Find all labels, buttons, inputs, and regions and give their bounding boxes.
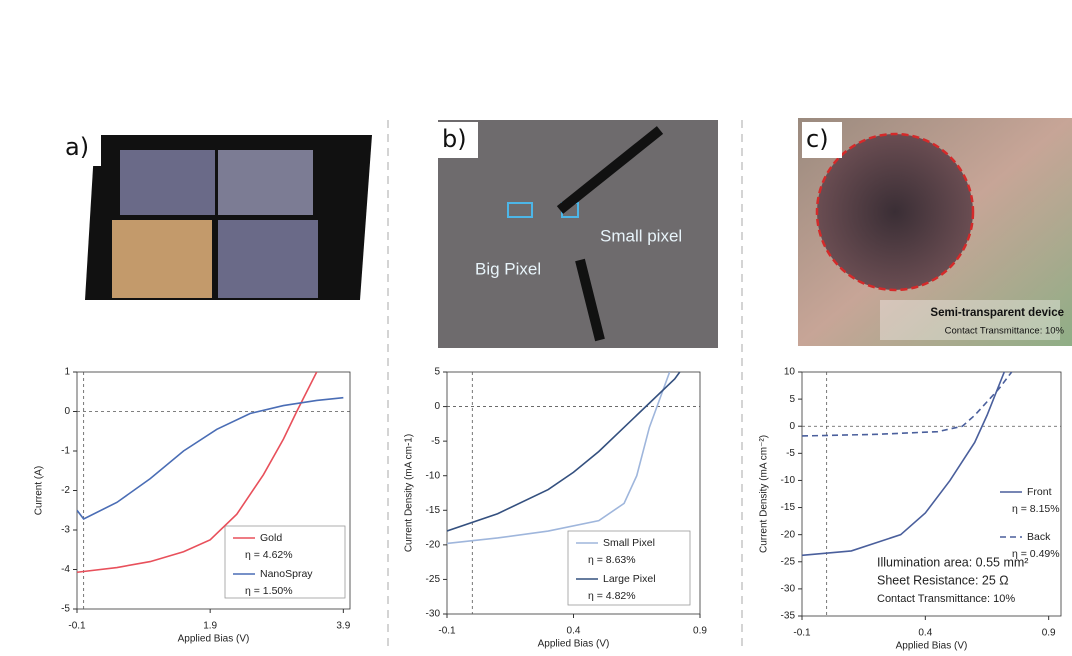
- x-tick-label: 0.4: [918, 628, 932, 639]
- panel-label: b): [442, 125, 467, 153]
- y-tick-label: -5: [61, 604, 70, 615]
- y-tick-label: -25: [781, 556, 796, 567]
- y-tick-label: 1: [64, 367, 70, 378]
- y-axis-label: Current (A): [34, 466, 45, 515]
- y-axis-label: Current Density (mA cm-1): [404, 434, 415, 552]
- y-tick-label: -3: [61, 525, 70, 536]
- y-tick-label: -5: [431, 436, 440, 447]
- legend-label: Small Pixel: [603, 537, 655, 549]
- panel-label: a): [65, 133, 89, 161]
- y-tick-label: -4: [61, 564, 70, 575]
- x-axis-label: Applied Bias (V): [896, 641, 968, 652]
- y-tick-label: 5: [434, 367, 440, 378]
- y-tick-label: -30: [781, 584, 796, 595]
- x-tick-label: -0.1: [68, 621, 86, 632]
- annotation: Contact Transmittance: 10%: [877, 593, 1015, 605]
- photo-a: [85, 135, 372, 300]
- chart: 1 0 -1 -2 -3 -4 -5 -0.1 1.9 3.9 Applied Bias (V) Cu…: [34, 367, 351, 645]
- y-tick-label: -30: [426, 609, 441, 620]
- legend-label: NanoSpray: [260, 568, 313, 580]
- x-axis-label: Applied Bias (V): [538, 639, 610, 650]
- y-tick-label: -25: [426, 574, 441, 585]
- legend-note: η = 8.63%: [588, 554, 636, 566]
- legend-label: Back: [1027, 531, 1051, 543]
- legend-note: η = 1.50%: [245, 585, 293, 597]
- legend-label: Front: [1027, 486, 1052, 498]
- y-tick-label: -20: [781, 529, 796, 540]
- y-tick-label: -15: [426, 505, 441, 516]
- legend-label: Gold: [260, 532, 282, 544]
- photo-label: Small pixel: [600, 226, 682, 245]
- chart: 10 5 0 -5 -10 -15 -20 -25 -30 -35 -0.1 0.4 0.9 Applie…: [759, 367, 1061, 652]
- legend-note: η = 4.62%: [245, 549, 293, 561]
- photo-label: Big Pixel: [475, 259, 541, 278]
- y-axis-label: Current Density (mA cm⁻²): [759, 435, 770, 553]
- legend-label: Large Pixel: [603, 573, 656, 585]
- chart: 5 0 -5 -10 -15 -20 -25 -30 -0.1 0.4 0.9 Applied Bia…: [404, 367, 708, 650]
- series-line: [802, 372, 1004, 555]
- photo-label: Contact Transmittance: 10%: [945, 326, 1065, 337]
- y-tick-label: 5: [789, 394, 795, 405]
- x-tick-label: -0.1: [793, 628, 811, 639]
- y-tick-label: 0: [789, 421, 795, 432]
- panel-label: c): [806, 125, 829, 153]
- x-tick-label: 1.9: [203, 621, 217, 632]
- y-tick-label: -20: [426, 539, 441, 550]
- x-tick-label: 3.9: [336, 621, 350, 632]
- y-tick-label: 0: [64, 406, 70, 417]
- series-line: [77, 398, 343, 519]
- y-tick-label: -15: [781, 502, 796, 513]
- legend-note: η = 8.15%: [1012, 503, 1060, 515]
- series-line: [447, 372, 680, 531]
- y-tick-label: -10: [781, 475, 796, 486]
- figure: a) b) c) Big Pixel Small pixel Semi-transpare…: [0, 0, 1072, 656]
- series-line: [447, 372, 670, 543]
- y-tick-label: 10: [784, 367, 796, 378]
- x-axis-label: Applied Bias (V): [178, 634, 250, 645]
- annotation: Illumination area: 0.55 mm²: [877, 555, 1028, 569]
- y-tick-label: -10: [426, 470, 441, 481]
- legend-note: η = 4.82%: [588, 590, 636, 602]
- x-tick-label: 0.9: [1042, 628, 1056, 639]
- x-tick-label: 0.9: [693, 626, 707, 637]
- x-tick-label: -0.1: [438, 626, 456, 637]
- x-tick-label: 0.4: [567, 626, 581, 637]
- photo-label: Semi-transparent device: [930, 307, 1064, 319]
- annotation: Sheet Resistance: 25 Ω: [877, 573, 1009, 587]
- y-tick-label: -1: [61, 446, 70, 457]
- y-tick-label: 0: [434, 401, 440, 412]
- y-tick-label: -35: [781, 611, 796, 622]
- y-tick-label: -5: [786, 448, 795, 459]
- y-tick-label: -2: [61, 485, 70, 496]
